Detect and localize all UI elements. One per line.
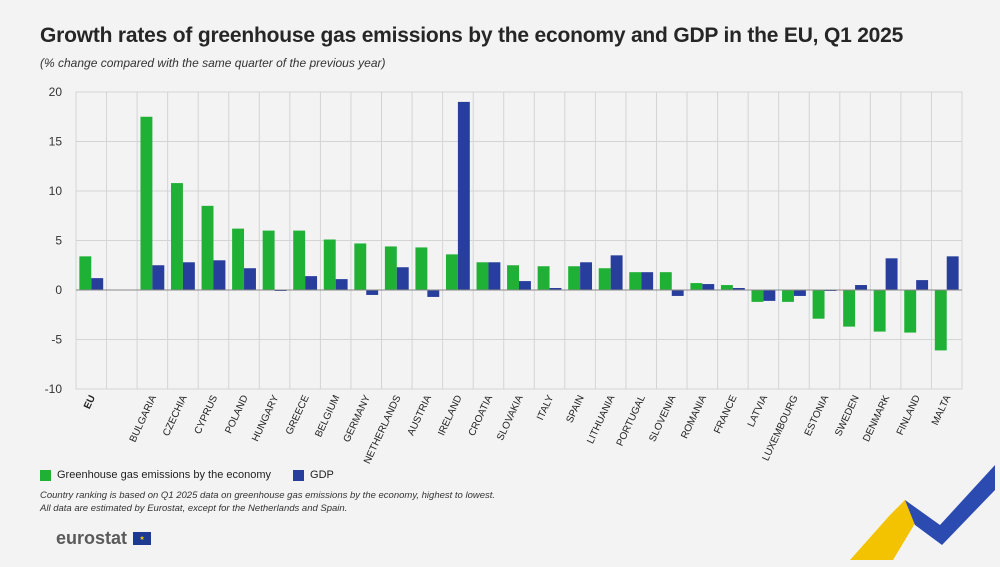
- bar-gdp: [182, 262, 195, 290]
- y-tick-label: 10: [49, 184, 63, 198]
- bar-ghg: [934, 290, 947, 351]
- y-tick-label: 5: [55, 234, 62, 248]
- bar-gdp: [427, 290, 440, 297]
- bar-ghg: [629, 272, 642, 290]
- footnote-estimates: All data are estimated by Eurostat, exce…: [40, 503, 348, 514]
- bar-ghg: [140, 116, 153, 290]
- y-tick-label: -10: [45, 382, 63, 396]
- decorative-yellow-stripe: [850, 500, 920, 560]
- x-tick-label: EU: [82, 394, 98, 411]
- bar-ghg: [384, 246, 397, 290]
- bar-gdp: [702, 284, 715, 290]
- bar-ghg: [904, 290, 917, 333]
- legend-label-gdp: GDP: [310, 469, 334, 481]
- bar-gdp: [213, 260, 226, 290]
- eu-flag-icon: ★: [133, 532, 152, 545]
- bar-gdp: [335, 279, 348, 290]
- bar-ghg: [507, 265, 519, 290]
- bar-gdp: [641, 272, 654, 290]
- bar-ghg: [843, 290, 856, 327]
- bar-ghg: [232, 228, 245, 290]
- bar-ghg: [201, 205, 214, 290]
- decorative-blue-stripe: [905, 465, 995, 545]
- bar-gdp: [732, 288, 745, 290]
- y-tick-label: 15: [49, 135, 63, 149]
- chart-legend: Greenhouse gas emissions by the economy …: [40, 469, 334, 481]
- bar-gdp: [488, 262, 501, 290]
- legend-swatch-gdp: [293, 469, 305, 481]
- bar-gdp: [244, 268, 256, 290]
- legend-swatch-ghg: [40, 469, 51, 481]
- bar-ghg: [873, 290, 886, 332]
- legend-label-ghg: Greenhouse gas emissions by the economy: [57, 469, 272, 481]
- bar-gdp: [885, 258, 898, 290]
- footnote-ranking: Country ranking is based on Q1 2025 data…: [40, 490, 496, 501]
- bar-gdp: [519, 281, 531, 290]
- bar-gdp: [671, 290, 684, 296]
- bar-gdp: [549, 288, 562, 290]
- legend-item-ghg: Greenhouse gas emissions by the economy: [40, 469, 271, 481]
- bar-gdp: [152, 265, 165, 290]
- bar-ghg: [262, 230, 275, 290]
- bar-ghg: [659, 272, 672, 290]
- legend-item-gdp: GDP: [293, 469, 334, 481]
- bar-gdp: [366, 290, 379, 295]
- bar-ghg: [751, 290, 764, 302]
- bar-ghg: [537, 266, 550, 290]
- eurostat-logo: eurostat ★: [56, 528, 152, 549]
- y-tick-label: 20: [49, 85, 63, 99]
- bar-gdp: [916, 280, 929, 290]
- bar-gdp: [91, 278, 104, 290]
- bar-ghg: [293, 230, 306, 290]
- bar-gdp: [457, 101, 470, 291]
- bar-ghg: [354, 243, 367, 290]
- bar-gdp: [855, 285, 867, 290]
- bar-ghg: [445, 254, 458, 290]
- bar-ghg: [782, 290, 794, 302]
- bar-gdp: [396, 267, 409, 290]
- bar-ghg: [476, 262, 489, 290]
- bar-ghg: [690, 283, 703, 290]
- bar-gdp: [580, 262, 593, 290]
- chart-title: Growth rates of greenhouse gas emissions…: [40, 24, 904, 47]
- bar-gdp: [763, 290, 776, 301]
- bar-ghg: [720, 285, 733, 290]
- y-tick-label: -5: [51, 333, 62, 347]
- bar-gdp: [610, 255, 623, 290]
- logo-text: eurostat: [56, 528, 128, 548]
- bar-ghg: [415, 247, 428, 290]
- bar-gdp: [305, 276, 318, 290]
- bar-gdp: [793, 290, 806, 296]
- bar-ghg: [812, 290, 825, 319]
- bar-ghg: [323, 239, 336, 290]
- bar-ghg: [568, 266, 581, 290]
- bar-ghg: [79, 256, 92, 290]
- chart-subtitle: (% change compared with the same quarter…: [40, 56, 386, 70]
- y-tick-label: 0: [55, 283, 62, 297]
- bar-gdp: [946, 256, 959, 290]
- bar-ghg: [171, 183, 183, 290]
- bar-ghg: [598, 268, 611, 290]
